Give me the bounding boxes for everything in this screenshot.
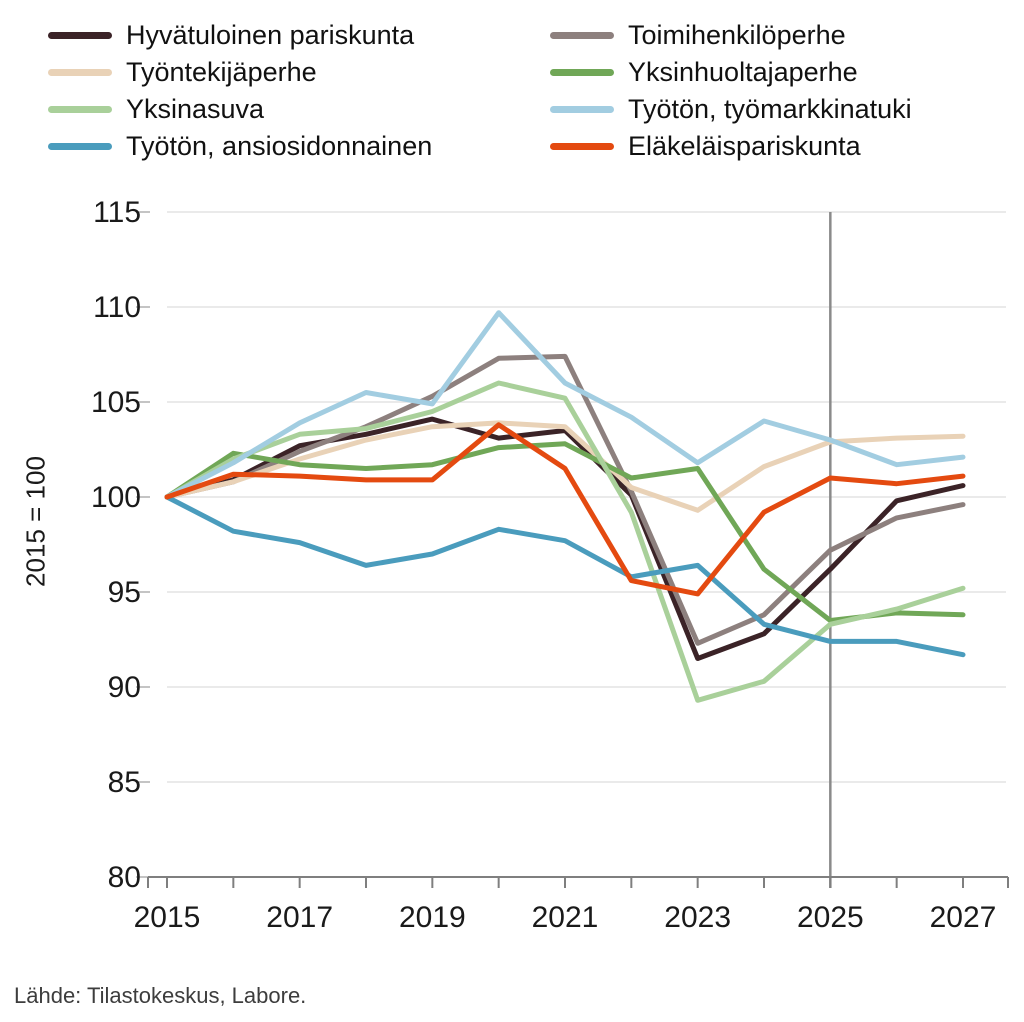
legend-swatch — [48, 31, 112, 39]
legend-swatch — [550, 142, 614, 150]
legend-item-4: Yksinasuva — [48, 94, 550, 124]
series-line-4 — [164, 380, 966, 703]
y-tick-label: 100 — [91, 481, 141, 514]
y-axis-labels: 80 85 90 95 100 105 110 115 — [91, 196, 141, 894]
legend-item-5: Työtön, työmarkkinatuki — [550, 94, 912, 124]
legend-swatch — [550, 68, 614, 76]
x-tick-label: 2017 — [266, 901, 333, 934]
legend-label: Yksinhuoltajaperhe — [628, 56, 858, 87]
series-line-0 — [164, 416, 966, 661]
y-tick-label: 90 — [108, 671, 141, 704]
legend-item-7: Eläkeläispariskunta — [550, 131, 912, 161]
source-note: Lähde: Tilastokeskus, Labore. — [14, 983, 307, 1008]
legend-label: Yksinasuva — [126, 93, 265, 124]
legend-item-2: Työntekijäperhe — [48, 57, 550, 87]
x-axis-labels: 2015 2017 2019 2021 2023 2025 2027 — [134, 901, 997, 934]
y-tick-label: 110 — [93, 291, 141, 324]
series-line-6 — [164, 494, 966, 658]
legend-swatch — [550, 31, 614, 39]
gridlines — [167, 211, 1006, 783]
y-axis-title: 2015 = 100 — [20, 456, 51, 587]
legend-item-3: Yksinhuoltajaperhe — [550, 57, 912, 87]
x-axis — [147, 876, 1009, 888]
series-line-1 — [164, 353, 966, 646]
legend-item-1: Toimihenkilöperhe — [550, 20, 912, 50]
legend-label: Työntekijäperhe — [126, 56, 317, 87]
x-tick-label: 2027 — [930, 901, 997, 934]
legend-label: Eläkeläispariskunta — [628, 130, 861, 161]
x-tick-label: 2015 — [134, 901, 201, 934]
x-tick-label: 2019 — [399, 901, 466, 934]
x-tick-label: 2021 — [532, 901, 599, 934]
y-tick-label: 95 — [108, 576, 141, 609]
x-tick-label: 2025 — [797, 901, 864, 934]
legend-swatch — [48, 105, 112, 113]
y-tick-label: 115 — [93, 196, 141, 229]
y-axis-ticks — [136, 211, 150, 878]
series-line-3 — [164, 441, 966, 623]
y-tick-label: 80 — [108, 861, 141, 894]
legend-swatch — [48, 142, 112, 150]
legend-label: Hyvätuloinen pariskunta — [126, 19, 415, 50]
series-line-5 — [164, 310, 966, 500]
series-line-7 — [164, 422, 966, 597]
y-tick-label: 85 — [108, 766, 141, 799]
series-lines — [164, 310, 966, 703]
y-tick-label: 105 — [91, 386, 141, 419]
legend-item-6: Työtön, ansiosidonnainen — [48, 131, 550, 161]
legend-label: Työtön, työmarkkinatuki — [628, 93, 912, 124]
legend-swatch — [550, 105, 614, 113]
legend-label: Työtön, ansiosidonnainen — [126, 130, 433, 161]
legend-swatch — [48, 68, 112, 76]
legend-label: Toimihenkilöperhe — [628, 19, 846, 50]
legend-item-0: Hyvätuloinen pariskunta — [48, 20, 550, 50]
x-tick-label: 2023 — [664, 901, 731, 934]
chart-legend: Hyvätuloinen pariskunta Toimihenkilöperhe… — [48, 20, 912, 161]
